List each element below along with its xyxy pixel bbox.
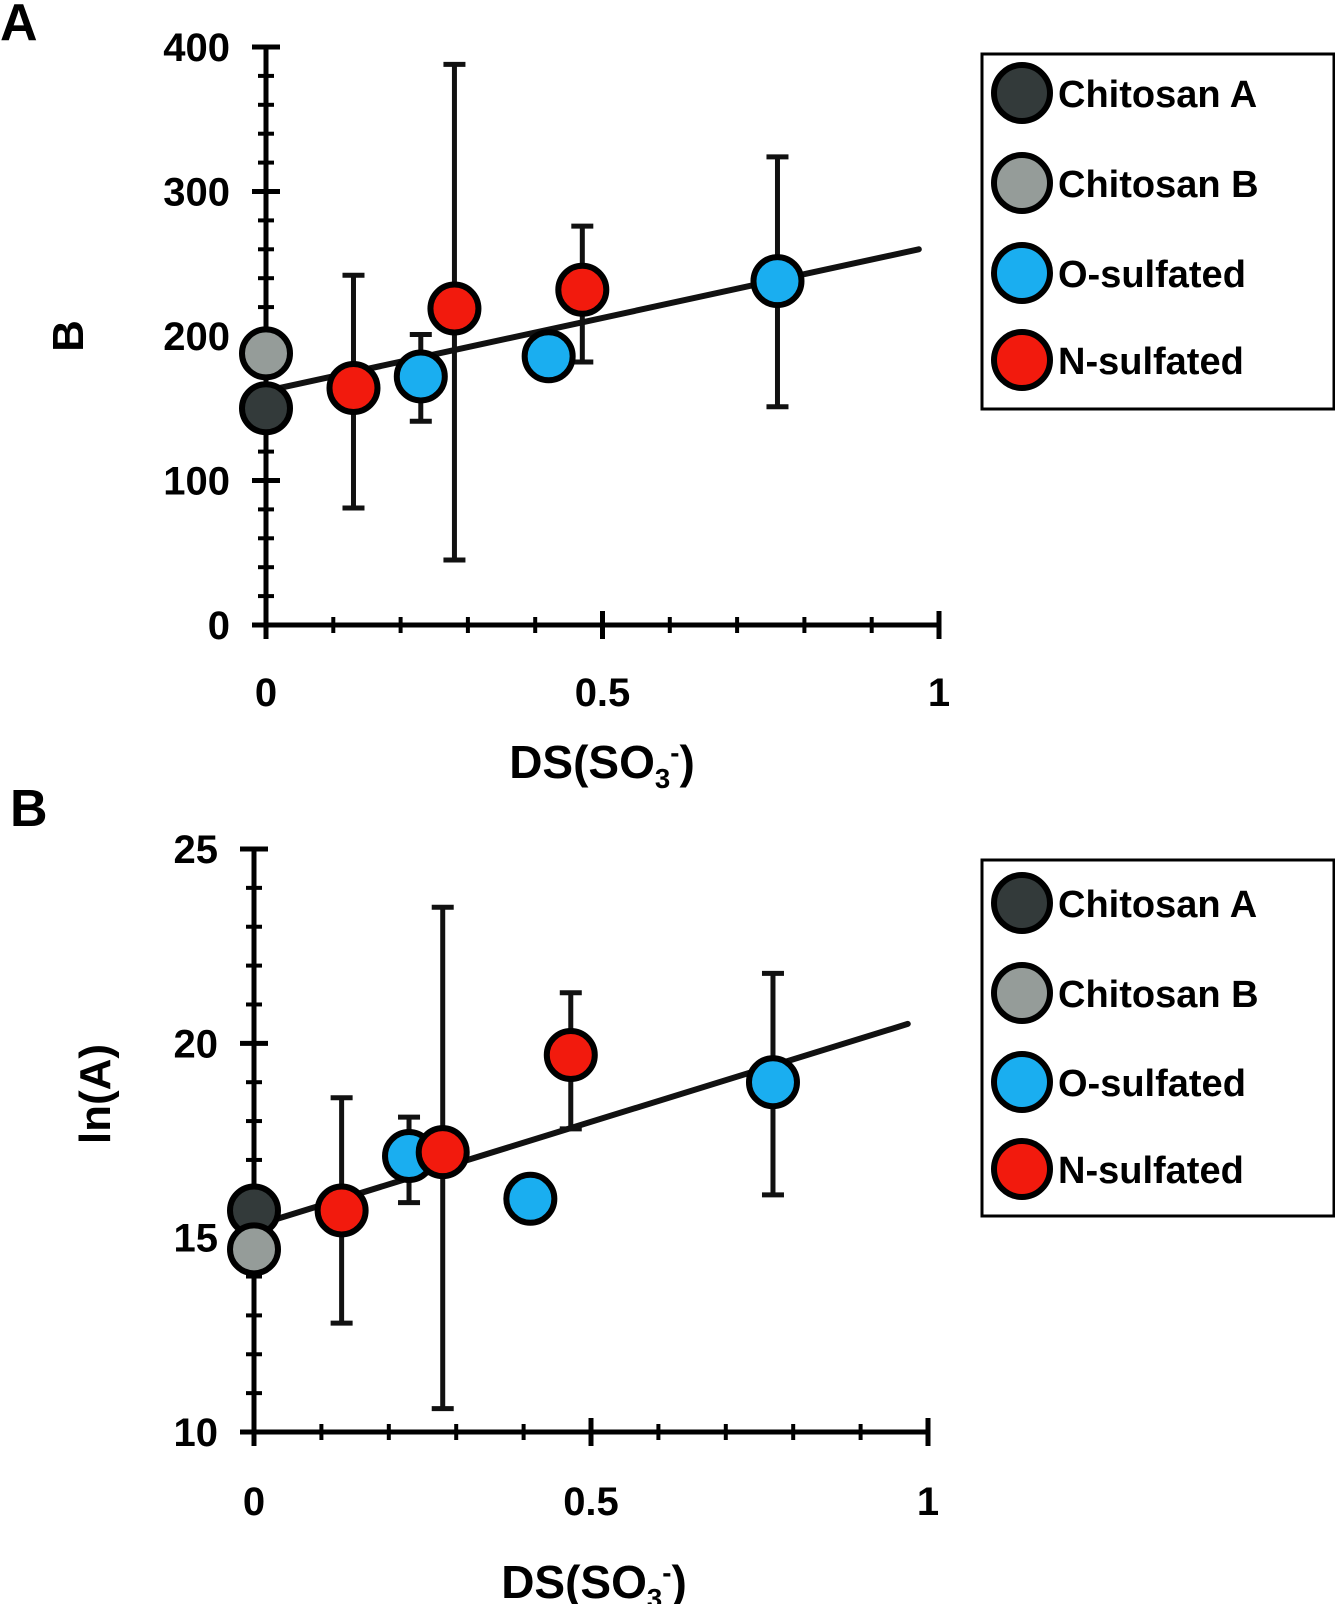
x-tick-label: 1 — [917, 1480, 939, 1524]
data-point-n-sulfated — [427, 281, 482, 336]
legend-marker-chitosan-a — [991, 872, 1053, 934]
panel-label: B — [10, 780, 48, 838]
data-point-o-sulfated — [503, 1171, 558, 1226]
x-tick-label: 0 — [255, 671, 277, 715]
data-point-o-sulfated — [393, 349, 448, 404]
y-tick-label: 10 — [174, 1411, 219, 1455]
y-tick-label: 15 — [174, 1217, 219, 1261]
x-tick-label: 0 — [243, 1480, 265, 1524]
trend-line — [263, 246, 922, 394]
legend-label-o-sulfated: O-sulfated — [1058, 254, 1246, 296]
legend-marker-chitosan-b — [991, 152, 1053, 214]
data-point-n-sulfated — [555, 262, 610, 317]
legend-label-chitosan-b: Chitosan B — [1058, 164, 1259, 206]
legend: Chitosan A Chitosan B O-sulfated N-sulfated — [980, 52, 1335, 411]
legend-label-n-sulfated: N-sulfated — [1058, 1150, 1244, 1192]
y-tick-label: 100 — [163, 460, 230, 504]
data-point-chitosan-b — [227, 1222, 281, 1277]
x-axis-label-sub: 3 — [647, 1583, 662, 1604]
x-tick-label: 0.5 — [563, 1480, 619, 1524]
data-point-o-sulfated — [745, 1055, 800, 1110]
legend-label-chitosan-a: Chitosan A — [1058, 884, 1257, 926]
legend-marker-o-sulfated — [991, 242, 1053, 304]
x-axis-label-close: ) — [671, 1556, 686, 1604]
y-tick-label: 25 — [174, 828, 219, 872]
y-axis-label: B — [44, 320, 93, 352]
legend-marker-chitosan-a — [991, 62, 1053, 124]
x-tick-label: 1 — [928, 671, 950, 715]
y-tick-label: 300 — [163, 171, 230, 215]
x-axis-label-sup: - — [670, 737, 679, 768]
y-tick-label: 400 — [163, 26, 230, 70]
data-point-n-sulfated — [543, 1027, 598, 1082]
legend-marker-n-sulfated — [991, 329, 1053, 391]
data-point-n-sulfated — [415, 1125, 470, 1180]
data-point-n-sulfated — [314, 1183, 369, 1238]
data-point-o-sulfated — [750, 254, 805, 309]
x-axis-label-sub: 3 — [655, 763, 670, 794]
data-point-chitosan-b — [239, 326, 293, 381]
y-axis-label: ln(A) — [71, 1044, 120, 1144]
legend-label-o-sulfated: O-sulfated — [1058, 1063, 1246, 1105]
x-tick-label: 0.5 — [575, 671, 631, 715]
data-point-chitosan-a — [239, 381, 293, 436]
legend-label-chitosan-b: Chitosan B — [1058, 974, 1259, 1016]
x-axis-label-main: DS(SO — [509, 736, 655, 788]
x-axis-label: DS(SO3-) — [509, 736, 695, 794]
panel-label: A — [0, 0, 38, 52]
trend-line — [251, 1020, 911, 1230]
y-tick-label: 20 — [174, 1022, 219, 1066]
legend-label-chitosan-a: Chitosan A — [1058, 74, 1257, 116]
y-tick-label: 200 — [163, 315, 230, 359]
x-axis-label-main: DS(SO — [501, 1556, 647, 1604]
legend: Chitosan A Chitosan B O-sulfated N-sulfated — [980, 858, 1335, 1218]
legend-marker-o-sulfated — [991, 1051, 1053, 1113]
x-axis-label-close: ) — [679, 736, 694, 788]
legend-marker-chitosan-b — [991, 962, 1053, 1024]
legend-label-n-sulfated: N-sulfated — [1058, 341, 1244, 383]
x-axis-label: DS(SO3-) — [501, 1556, 687, 1604]
legend-marker-n-sulfated — [991, 1138, 1053, 1200]
data-point-n-sulfated — [326, 361, 381, 416]
data-point-o-sulfated — [521, 329, 576, 384]
x-axis-label-sup: - — [662, 1557, 671, 1588]
y-tick-label: 0 — [208, 604, 230, 648]
